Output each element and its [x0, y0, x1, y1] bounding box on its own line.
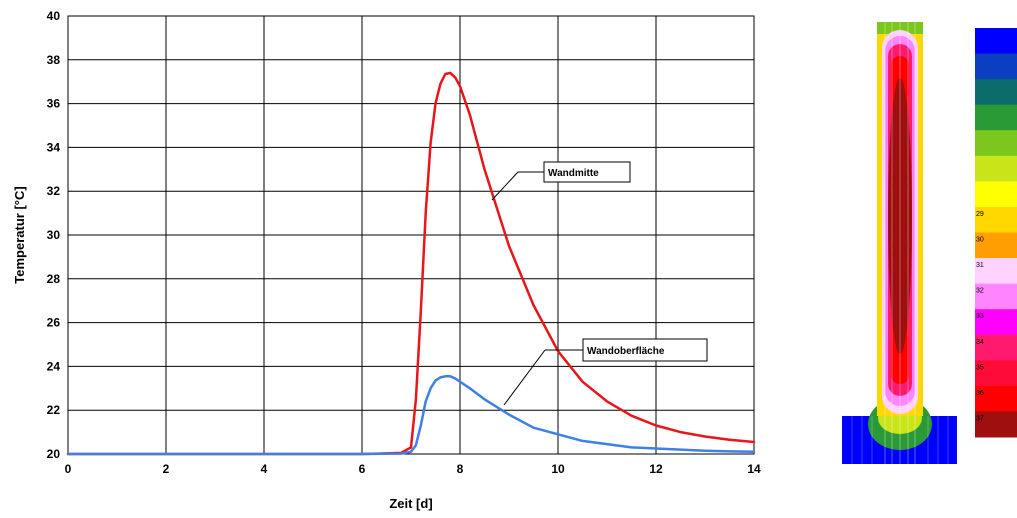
wall-mesh [851, 22, 949, 464]
y-tick-label: 22 [47, 403, 61, 417]
callout-wandoberflaeche-text: Wandoberfläche [587, 346, 665, 357]
y-tick-label: 38 [47, 53, 61, 67]
callout-wandmitte-box [543, 161, 631, 183]
legend-label: 29 [976, 211, 984, 218]
legend-swatch [975, 155, 1017, 182]
legend-swatch [975, 104, 1017, 131]
y-tick-label: 28 [47, 272, 61, 286]
legend-swatch [975, 206, 1017, 233]
grid-lines [67, 15, 755, 455]
wall-temperature-field [842, 22, 957, 464]
callout-wandoberflaeche-box [582, 338, 708, 362]
wall-core-37 [888, 78, 912, 354]
callout-wandmitte-leader [491, 171, 519, 201]
wall-column-edge [877, 22, 923, 34]
legend-swatch [975, 385, 1017, 412]
legend-swatch [975, 309, 1017, 336]
y-tick-label: 24 [47, 359, 61, 373]
legend-swatch [975, 181, 1017, 208]
x-tick-label: 12 [649, 462, 663, 476]
legend-label: 32 [976, 288, 984, 295]
y-tick-label: 36 [47, 97, 61, 111]
legend-swatch [975, 53, 1017, 80]
legend-label: 37 [976, 415, 984, 422]
x-tick-label: 2 [163, 462, 170, 476]
legend-swatch [975, 232, 1017, 259]
y-axis-title: Temperatur [°C] [12, 186, 27, 283]
x-tick-label: 4 [261, 462, 268, 476]
y-tick-label: 30 [47, 228, 61, 242]
y-tick-label: 26 [47, 316, 61, 330]
legend-swatch [975, 360, 1017, 387]
y-tick-label: 40 [47, 9, 61, 23]
x-tick-label: 10 [551, 462, 565, 476]
y-tick-label: 32 [47, 184, 61, 198]
legend-swatch [975, 79, 1017, 106]
callout-wandmitte-text: Wandmitte [548, 168, 599, 179]
legend-swatch [975, 283, 1017, 310]
x-tick-label: 14 [747, 462, 761, 476]
y-tick-label: 20 [47, 447, 61, 461]
x-axis-title: Zeit [d] [389, 496, 432, 511]
legend-swatch [975, 334, 1017, 361]
series-line-wandmitte [66, 71, 756, 456]
legend-swatch [975, 258, 1017, 285]
series-lines [66, 71, 756, 456]
callout-wandoberflaeche: Wandoberfläche [503, 338, 708, 406]
legend-swatch [975, 130, 1017, 157]
callout-wandmitte: Wandmitte [491, 161, 631, 201]
x-tick-labels: 0 2 4 6 8 10 12 14 [65, 462, 761, 476]
legend-label: 35 [976, 364, 984, 371]
legend-swatch [975, 28, 1017, 55]
plot-frame [67, 15, 755, 455]
legend-label: 36 [976, 390, 984, 397]
legend-label: 30 [976, 237, 984, 244]
y-tick-labels: 20 22 24 26 28 30 32 34 36 38 40 [47, 9, 61, 461]
x-tick-label: 0 [65, 462, 72, 476]
legend-label: 31 [976, 262, 984, 269]
series-line-wandoberflaeche [66, 375, 756, 456]
color-scale-legend: 29 30 31 32 33 34 35 36 37 [975, 28, 1017, 438]
legend-swatch [975, 411, 1017, 438]
callout-wandoberflaeche-leader [503, 349, 546, 406]
legend-label: 33 [976, 313, 984, 320]
x-tick-label: 8 [457, 462, 464, 476]
y-tick-label: 34 [47, 140, 61, 154]
legend-label: 34 [976, 339, 984, 346]
x-tick-label: 6 [359, 462, 366, 476]
